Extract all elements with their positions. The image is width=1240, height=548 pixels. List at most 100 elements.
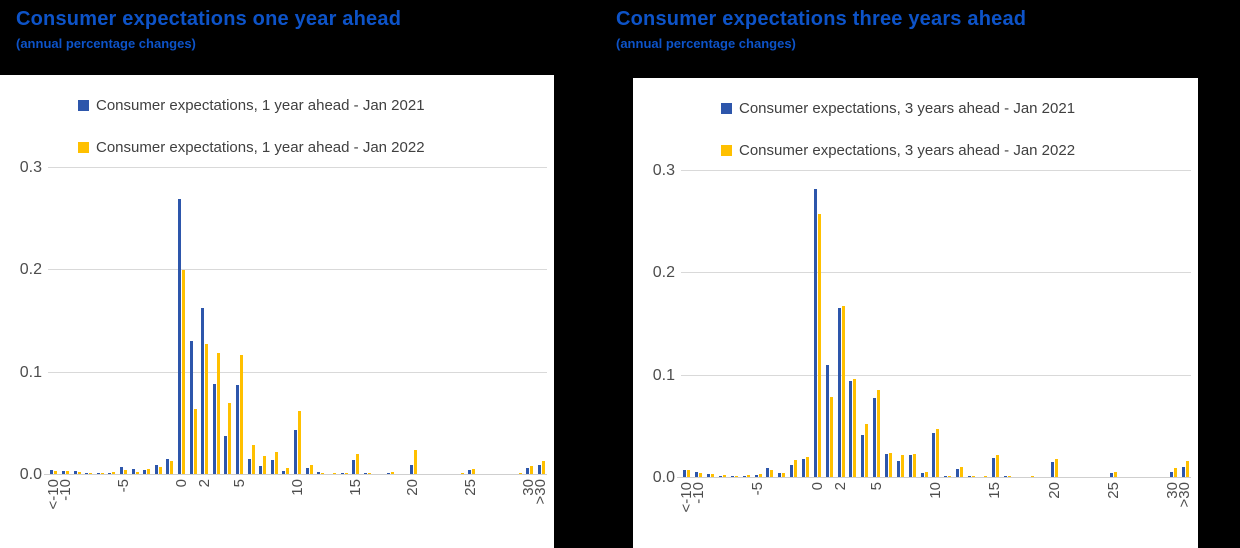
bar — [889, 453, 893, 478]
x-axis-label-cell — [800, 482, 812, 540]
bar — [182, 270, 185, 475]
x-axis-label-cell: 0 — [173, 479, 190, 537]
x-axis-label-cell — [883, 482, 895, 540]
bar — [158, 467, 162, 475]
x-axis-label-cell: 2 — [196, 479, 214, 537]
bar — [817, 214, 821, 478]
bar — [274, 452, 278, 475]
bar — [61, 471, 65, 475]
left-chart-subtitle: (annual percentage changes) — [16, 36, 196, 51]
bar — [1114, 472, 1118, 478]
y-axis-tick-label: 0.0 — [19, 466, 42, 483]
histogram-bin — [501, 127, 513, 475]
legend-label: Consumer expectations, 3 years ahead - J… — [739, 99, 1076, 117]
bar — [865, 424, 869, 478]
x-axis-tick-label: 5 — [230, 479, 248, 488]
histogram-bin — [118, 127, 130, 475]
histogram-bin — [454, 127, 466, 475]
bar — [390, 472, 394, 475]
legend: Consumer expectations, 3 years ahead - J… — [721, 100, 1075, 184]
bar — [212, 384, 216, 475]
bar — [825, 365, 829, 478]
bar — [65, 471, 69, 475]
bar — [178, 199, 181, 475]
x-axis-label-cell: 5 — [230, 479, 248, 537]
x-axis-label-cell — [153, 479, 164, 537]
bar — [166, 459, 170, 475]
histogram-bin — [489, 127, 501, 475]
histogram-bin — [906, 130, 918, 478]
x-axis-label-cell — [1001, 482, 1013, 540]
bar — [683, 470, 687, 478]
bar — [806, 457, 810, 478]
legend-label: Consumer expectations, 1 year ahead - Ja… — [96, 96, 425, 114]
bar — [920, 473, 924, 478]
bar — [247, 459, 251, 475]
left-chart-panel: Consumer expectations, 1 year ahead - Ja… — [0, 75, 554, 548]
histogram-bin — [187, 127, 199, 475]
gridline — [681, 272, 1191, 274]
x-axis-label-cell — [954, 482, 966, 540]
bar — [73, 471, 77, 475]
y-axis-tick-label: 0.1 — [652, 366, 675, 384]
x-axis-label-cell: 10 — [289, 479, 306, 537]
x-axis-tick-label: 5 — [867, 482, 885, 491]
x-axis-tick-label: 2 — [196, 479, 214, 488]
bar — [924, 472, 928, 478]
bar — [263, 456, 267, 475]
bar — [956, 469, 960, 478]
bar — [758, 474, 762, 478]
x-axis-label-cell: 2 — [832, 482, 849, 540]
histogram-bin — [788, 130, 800, 478]
histogram-bin — [835, 130, 847, 478]
x-axis-label-cell: >30 — [1176, 482, 1193, 540]
legend-color-swatch-icon — [721, 102, 732, 114]
histogram-bin — [823, 130, 835, 478]
x-axis-label-cell — [385, 479, 396, 537]
bar — [112, 472, 116, 475]
histogram-bin — [1049, 130, 1061, 478]
histogram-bin — [524, 127, 536, 475]
bar — [723, 475, 726, 478]
bar — [240, 355, 244, 475]
histogram-bin — [776, 130, 788, 478]
bar — [224, 436, 228, 475]
bar — [216, 353, 220, 475]
bar — [841, 306, 845, 478]
histogram-bin — [245, 127, 257, 475]
histogram-bin — [1132, 130, 1144, 478]
histogram-bin — [1108, 130, 1120, 478]
bar — [699, 473, 703, 478]
histogram-bin — [466, 127, 478, 475]
bar — [1051, 462, 1055, 478]
legend-item: Consumer expectations, 1 year ahead - Ja… — [78, 96, 425, 114]
histogram-bin — [211, 127, 223, 475]
x-axis-tick-label: -10 — [690, 482, 707, 504]
bar — [754, 475, 758, 478]
bar — [414, 450, 418, 475]
histogram-bin — [512, 127, 524, 475]
bar — [193, 409, 197, 475]
x-axis-label-cell — [223, 479, 234, 537]
bar — [356, 454, 360, 475]
x-axis-label-cell — [489, 479, 500, 537]
histogram-bin — [871, 130, 883, 478]
bar — [205, 344, 209, 475]
y-axis-tick-label: 0.3 — [19, 158, 42, 176]
bar — [885, 454, 889, 478]
histogram-bin — [918, 130, 930, 478]
x-axis-tick-label: 0 — [808, 482, 826, 491]
histogram-bin — [152, 127, 164, 475]
x-axis-label-cell — [1025, 482, 1037, 540]
x-axis-label-cell — [164, 479, 175, 537]
bar — [189, 341, 193, 475]
bars-container — [681, 130, 1191, 478]
histogram-bin — [141, 127, 153, 475]
bar — [1055, 459, 1059, 478]
plot-area — [677, 130, 1191, 478]
histogram-bin — [222, 127, 234, 475]
x-axis-tick-label: 25 — [462, 479, 480, 496]
histogram-bin — [1167, 130, 1179, 478]
bar — [912, 454, 916, 478]
bar — [526, 468, 530, 475]
